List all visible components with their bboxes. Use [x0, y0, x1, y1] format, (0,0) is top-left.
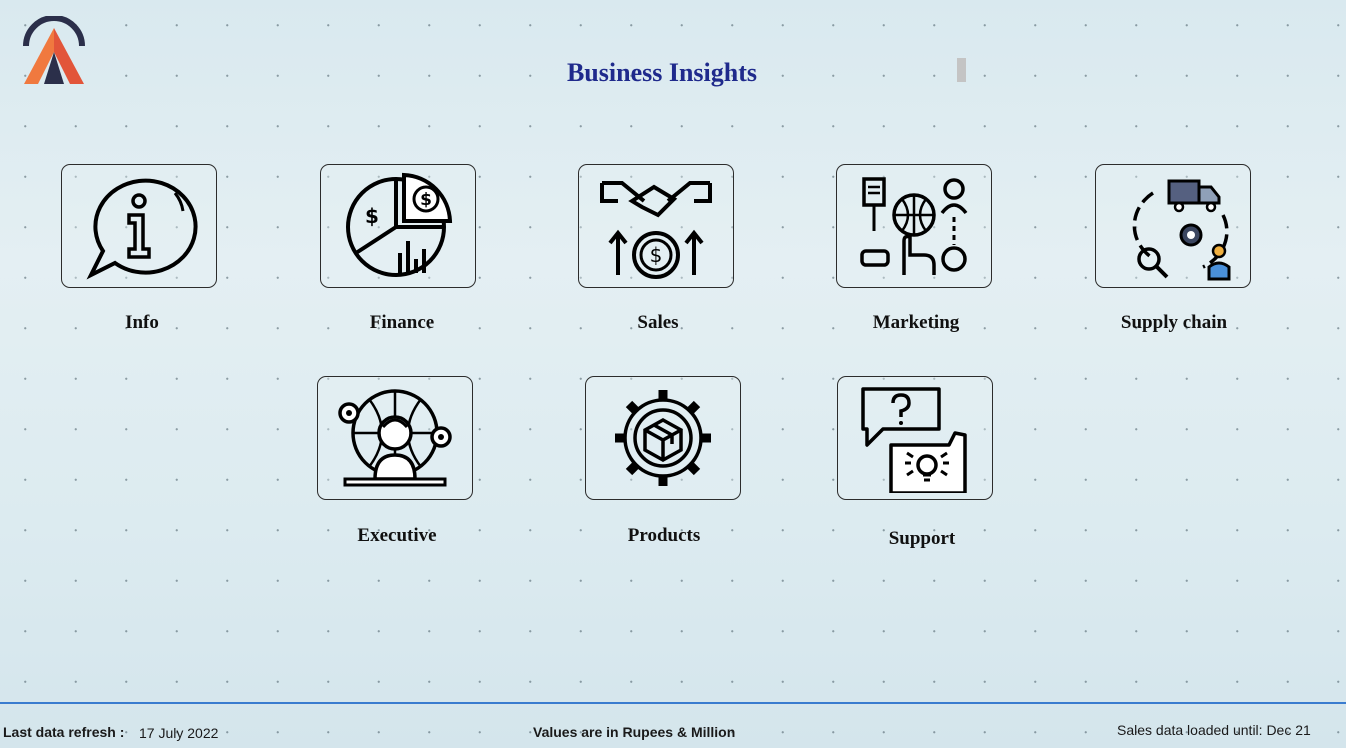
- tile-label-marketing: Marketing: [872, 312, 960, 333]
- tile-label-supply-chain: Supply chain: [1120, 312, 1228, 333]
- handshake-coin-icon: $: [600, 181, 712, 279]
- footer-divider: [0, 702, 1346, 704]
- scrollbar[interactable]: [1346, 0, 1356, 748]
- tile-products[interactable]: [585, 376, 741, 500]
- tile-sales[interactable]: $: [578, 164, 734, 288]
- tile-label-executive: Executive: [357, 525, 437, 546]
- tile-label-products: Products: [627, 525, 701, 546]
- finance-pie-chart-icon: $ $: [346, 172, 453, 277]
- tile-label-sales: Sales: [637, 312, 679, 333]
- tile-finance[interactable]: $ $: [320, 164, 476, 288]
- product-box-gear-icon: [615, 390, 711, 486]
- scroll-marker: [957, 58, 966, 82]
- tile-executive[interactable]: [317, 376, 473, 500]
- marketing-globe-icon: [860, 177, 968, 275]
- sales-loaded-note: Sales data loaded until: Dec 21: [1117, 722, 1311, 738]
- tile-supply-chain[interactable]: [1095, 164, 1251, 288]
- info-speech-bubble-icon: [86, 178, 198, 280]
- tile-label-info: Info: [125, 312, 159, 333]
- supply-chain-truck-icon: [1132, 179, 1231, 281]
- svg-text:$: $: [650, 243, 663, 267]
- tile-label-finance: Finance: [369, 312, 435, 333]
- tile-marketing[interactable]: [836, 164, 992, 288]
- company-logo: [23, 16, 85, 84]
- units-note: Values are in Rupees & Million: [533, 724, 736, 740]
- tile-label-support: Support: [888, 528, 956, 549]
- tile-support[interactable]: [837, 376, 993, 500]
- support-chat-bubbles-icon: [861, 387, 967, 493]
- svg-text:$: $: [365, 204, 379, 228]
- refresh-label: Last data refresh :: [3, 724, 125, 740]
- svg-text:$: $: [420, 190, 432, 210]
- refresh-date: 17 July 2022: [139, 725, 219, 741]
- tile-info[interactable]: [61, 164, 217, 288]
- page-title: Business Insights: [566, 58, 758, 87]
- executive-person-globe-icon: [338, 389, 452, 487]
